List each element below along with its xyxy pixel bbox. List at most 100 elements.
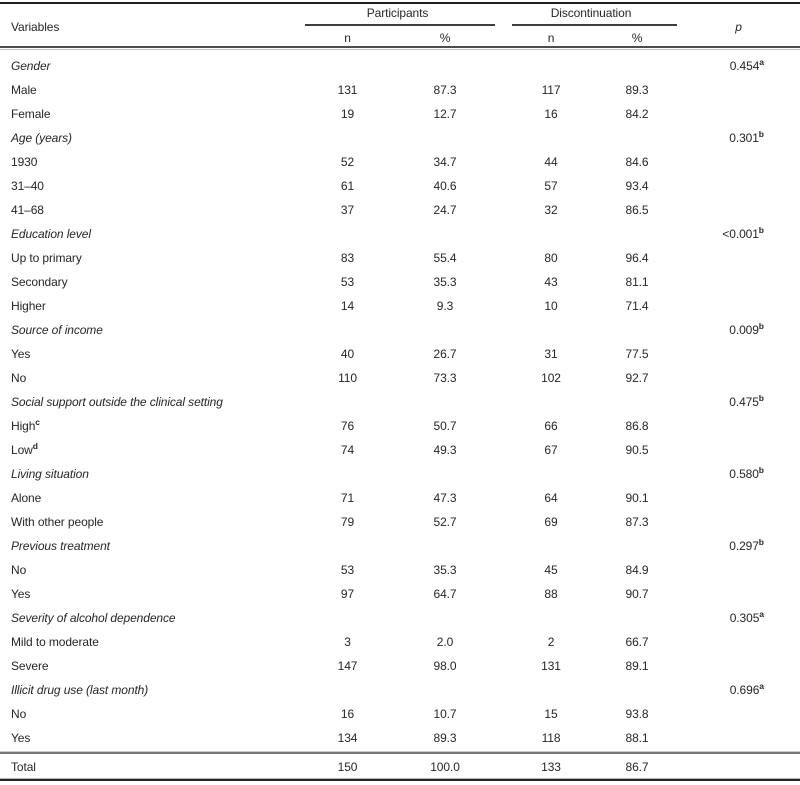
discontinuation-percent-cell: 71.4 <box>625 299 649 313</box>
row-label: With other people <box>11 515 104 529</box>
p-value-cell: 0.454a <box>729 57 764 73</box>
participants-percent-cell: 64.7 <box>433 587 457 601</box>
table-row: Yes 97 64.7 88 90.7 <box>0 582 800 606</box>
column-header-participants-percent: % <box>439 31 451 45</box>
discontinuation-n-cell: 80 <box>544 251 558 265</box>
discontinuation-n-cell: 133 <box>541 760 561 774</box>
p-value-cell: 0.696a <box>729 681 764 697</box>
header-divider-rule <box>0 46 800 50</box>
column-gap-spacer <box>495 582 505 606</box>
column-gap-spacer <box>495 198 505 222</box>
column-gap-spacer <box>495 366 505 390</box>
participants-n-cell <box>300 126 395 150</box>
p-value-cell: <0.001b <box>722 225 764 241</box>
column-gap-spacer <box>495 150 505 174</box>
discontinuation-percent-cell: 87.3 <box>625 515 649 529</box>
p-value-cell <box>677 486 800 510</box>
row-label: Education level <box>11 227 91 241</box>
row-label: Previous treatment <box>11 539 110 553</box>
row-label: Source of income <box>11 323 103 337</box>
p-value-cell <box>677 654 800 678</box>
discontinuation-percent-cell: 81.1 <box>625 275 649 289</box>
column-gap-spacer <box>495 486 505 510</box>
participants-n-cell <box>300 390 395 414</box>
column-gap-spacer <box>495 755 505 779</box>
discontinuation-n-cell: 131 <box>541 659 561 673</box>
column-header-discontinuation-percent: % <box>631 31 643 45</box>
participants-percent-cell: 24.7 <box>433 203 457 217</box>
row-label: Yes <box>11 731 31 745</box>
column-gap-spacer <box>495 342 505 366</box>
variable-group-row: Previous treatment 0.297b <box>0 534 800 558</box>
discontinuation-percent-cell: 92.7 <box>625 371 649 385</box>
participants-n-cell <box>300 318 395 342</box>
table-row: With other people 79 52.7 69 87.3 <box>0 510 800 534</box>
discontinuation-n-cell: 16 <box>544 107 558 121</box>
p-value-cell <box>677 726 800 750</box>
column-header-p-value: p <box>735 20 742 34</box>
discontinuation-percent-cell <box>597 606 677 630</box>
participants-group-underline <box>305 24 495 26</box>
participants-n-cell: 79 <box>340 515 355 529</box>
participants-n-cell: 61 <box>340 179 355 193</box>
total-divider-rule <box>0 751 800 754</box>
row-label: 41–68 <box>11 203 44 217</box>
column-header-participants-n: n <box>344 31 351 45</box>
discontinuation-n-cell: 66 <box>544 419 558 433</box>
participants-n-cell: 83 <box>340 251 355 265</box>
participants-percent-cell: 40.6 <box>433 179 457 193</box>
discontinuation-n-cell: 32 <box>544 203 558 217</box>
p-value-cell <box>677 78 800 102</box>
discontinuation-n-cell: 45 <box>544 563 558 577</box>
participants-percent-cell: 26.7 <box>433 347 457 361</box>
variable-group-row: Source of income 0.009b <box>0 318 800 342</box>
participants-percent-cell: 73.3 <box>433 371 457 385</box>
row-label: Alone <box>11 491 42 505</box>
discontinuation-percent-cell <box>597 534 677 558</box>
p-value-cell <box>677 270 800 294</box>
participants-percent-cell <box>395 222 495 246</box>
row-label: Yes <box>11 347 31 361</box>
discontinuation-percent-cell <box>597 126 677 150</box>
participants-n-cell: 53 <box>340 563 355 577</box>
row-label: Mild to moderate <box>11 635 99 649</box>
discontinuation-percent-cell: 84.2 <box>625 107 649 121</box>
column-gap-spacer <box>495 678 505 702</box>
discontinuation-n-cell: 15 <box>544 707 558 721</box>
column-gap-spacer <box>495 78 505 102</box>
row-label: Up to primary <box>11 251 82 265</box>
row-label: Higher <box>11 299 46 313</box>
column-gap-spacer <box>495 246 505 270</box>
participants-percent-cell: 10.7 <box>433 707 457 721</box>
discontinuation-percent-cell: 90.5 <box>625 443 649 457</box>
column-gap-spacer <box>495 390 505 414</box>
p-value-cell <box>677 174 800 198</box>
participants-n-cell: 131 <box>337 83 358 97</box>
p-value-cell <box>677 102 800 126</box>
p-value-cell <box>677 150 800 174</box>
participants-percent-cell: 35.3 <box>433 563 457 577</box>
discontinuation-n-cell <box>505 606 597 630</box>
column-gap-spacer <box>495 438 505 462</box>
row-label: 1930 <box>11 155 38 169</box>
p-value-cell <box>677 342 800 366</box>
discontinuation-n-cell: 2 <box>547 635 555 649</box>
column-gap-spacer <box>495 102 505 126</box>
discontinuation-percent-cell: 86.8 <box>625 419 649 433</box>
discontinuation-percent-cell: 86.7 <box>625 760 649 774</box>
discontinuation-percent-cell: 93.4 <box>625 179 649 193</box>
column-gap-spacer <box>495 510 505 534</box>
p-value-cell: 0.475b <box>729 393 764 409</box>
table-row: Yes 40 26.7 31 77.5 <box>0 342 800 366</box>
discontinuation-n-cell: 117 <box>541 83 561 97</box>
table-bottom-rule <box>0 778 800 781</box>
discontinuation-n-cell <box>505 318 597 342</box>
p-value-cell <box>677 630 800 654</box>
p-value-cell <box>677 755 800 779</box>
row-label: Secondary <box>11 275 68 289</box>
participants-n-cell <box>300 222 395 246</box>
p-value-cell: 0.297b <box>729 537 764 553</box>
participants-percent-cell <box>395 318 495 342</box>
discontinuation-n-cell: 118 <box>541 731 561 745</box>
